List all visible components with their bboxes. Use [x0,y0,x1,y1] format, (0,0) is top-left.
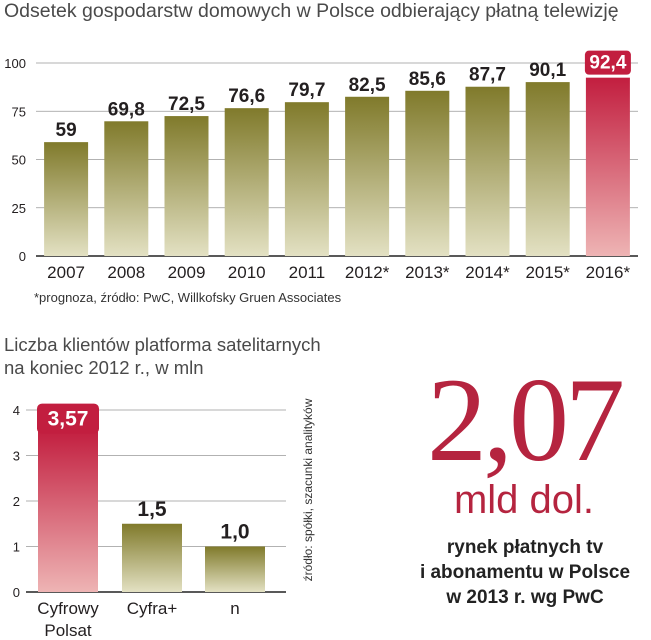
chart2-ytick: 1 [13,540,20,555]
chart2-value-label: 1,0 [220,521,249,544]
callout-number: 2,07 [427,353,625,486]
chart1-value-label: 87,7 [469,65,506,86]
chart1-bar [164,116,209,256]
chart2-category-label: Cyfra+ [127,599,178,618]
chart1-ytick: 50 [12,153,26,168]
chart1-ytick: 25 [12,201,26,216]
chart1-title: Odsetek gospodarstw domowych w Polsce od… [4,0,619,22]
chart2-category-label: Polsat [44,621,92,640]
chart1-ytick: 75 [12,104,26,119]
chart1-category-label: 2015* [525,263,570,282]
chart1-value-label: 79,7 [288,80,325,101]
chart1-ytick: 0 [19,249,26,264]
chart1-value-label: 72,5 [168,94,205,115]
chart1-bar [345,96,390,257]
callout-desc-line3: w 2013 r. wg PwC [446,587,604,608]
chart1-category-label: 2016* [586,263,631,282]
chart1-footnote: *prognoza, źródło: PwC, Willkofsky Gruen… [34,290,342,305]
chart1-value-label: 69,8 [108,99,145,120]
chart1-category-label: 2008 [107,263,145,282]
chart1-svg: 0 25 50 75 100 59 2007 69,8 2008 72,5 2009 76,6 201… [4,50,638,282]
chart1-bar [525,82,570,257]
chart2-bar [122,523,182,592]
chart2-bar [205,546,265,592]
chart1-category-label: 2012* [345,263,390,282]
chart2-category-label: Cyfrowy [37,599,99,618]
chart1-value-label: 59 [56,120,77,141]
chart2-ytick: 0 [13,585,20,600]
chart1-bar [44,142,89,256]
chart1-category-label: 2007 [47,263,85,282]
chart1-category-label: 2013* [405,263,450,282]
chart1-bar [224,108,269,256]
chart2-title-line2: na koniec 2012 r., w mln [4,357,204,378]
callout-desc-line1: rynek płatnych tv [446,537,604,558]
chart2-svg: 0 1 2 3 4 3,57 Cyfrowy Polsat 1,5 Cyfra+ 1,0 n [13,403,286,640]
chart1-ytick: 100 [4,56,26,71]
callout-unit: mld dol. [453,478,595,522]
chart2-title-line1: Liczba klientów platforma satelitarnych [4,334,321,355]
chart1-bar [465,86,510,256]
callout-desc-line2: i abonamentu w Polsce [419,562,631,583]
chart1-value-label: 90,1 [529,60,566,81]
chart1-bar [585,77,630,256]
chart1-category-label: 2009 [168,263,206,282]
chart1-bar [405,90,450,257]
chart1-category-label: 2011 [289,263,326,282]
chart2-value-label: 3,57 [48,408,89,431]
chart2-source-text: źródło: spółki, szacunki analityków [301,398,315,581]
chart2-ytick: 3 [13,449,20,464]
chart1-value-label: 76,6 [228,86,265,107]
chart2-ytick: 4 [13,403,20,418]
chart1-bar [284,102,329,256]
chart2-value-label: 1,5 [137,498,167,521]
chart1-category-label: 2010 [228,263,266,282]
chart1-value-label: 85,6 [409,69,446,90]
chart1-value-label: 82,5 [349,75,386,96]
chart2-ytick: 2 [13,494,20,509]
chart2-highlight-label-bg [37,403,99,434]
chart2-category-label: n [230,599,239,618]
chart1-category-label: 2014* [465,263,510,282]
chart1-bar [104,121,149,256]
chart2-bar [38,429,98,592]
chart2-source: źródło: spółki, szacunki analityków [301,398,315,581]
chart1-value-label: 92,4 [589,53,626,74]
chart1-highlight-label-bg [584,50,631,75]
